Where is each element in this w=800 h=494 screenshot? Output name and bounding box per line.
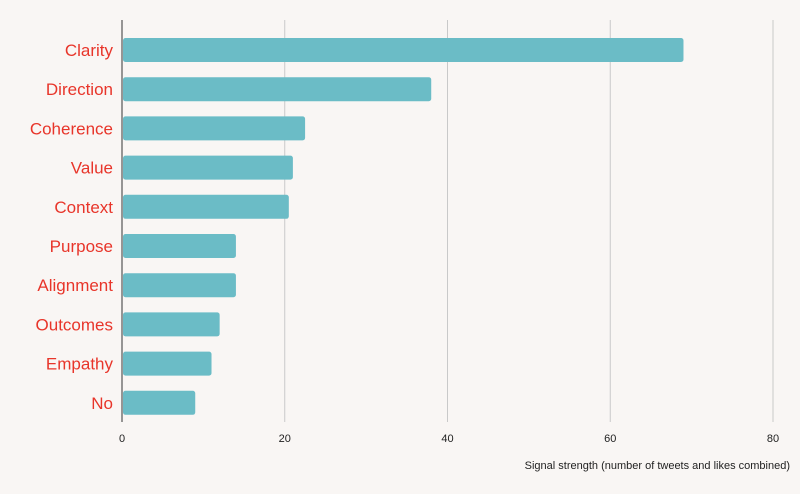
bar-clarity xyxy=(123,38,684,62)
x-tick-label: 40 xyxy=(441,433,453,445)
bars xyxy=(123,38,684,415)
category-label-clarity: Clarity xyxy=(65,41,114,60)
category-label-coherence: Coherence xyxy=(30,119,113,138)
x-axis-title: Signal strength (number of tweets and li… xyxy=(525,460,790,472)
category-label-outcomes: Outcomes xyxy=(36,315,113,334)
category-label-no: No xyxy=(91,394,113,413)
x-tick-labels: 0 20 40 60 80 xyxy=(119,433,779,445)
bar-value xyxy=(123,155,293,180)
x-tick-label: 60 xyxy=(604,433,616,445)
bar-alignment xyxy=(123,273,236,298)
category-labels: Clarity Direction Coherence Value Context Pur… xyxy=(30,41,114,413)
x-tick-label: 0 xyxy=(119,433,125,445)
bar-direction xyxy=(123,77,432,102)
x-tick-label: 80 xyxy=(767,433,779,445)
x-tick-label: 20 xyxy=(279,433,291,445)
bar-no xyxy=(123,390,196,415)
category-label-alignment: Alignment xyxy=(37,276,113,295)
bar-empathy xyxy=(123,351,212,376)
category-label-value: Value xyxy=(71,159,113,178)
bar-purpose xyxy=(123,234,236,258)
bar-coherence xyxy=(123,116,306,141)
category-label-direction: Direction xyxy=(46,80,113,99)
bar-outcomes xyxy=(123,312,220,337)
category-label-purpose: Purpose xyxy=(50,237,113,256)
category-label-empathy: Empathy xyxy=(46,355,114,374)
category-label-context: Context xyxy=(54,198,113,217)
bar-context xyxy=(123,194,289,219)
